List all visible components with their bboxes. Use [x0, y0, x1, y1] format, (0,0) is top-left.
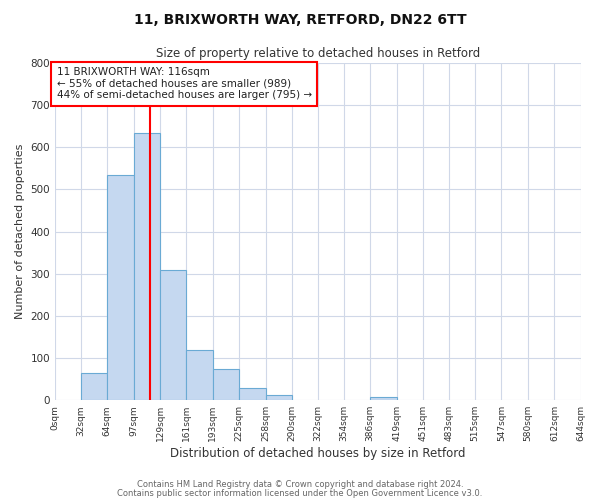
X-axis label: Distribution of detached houses by size in Retford: Distribution of detached houses by size …	[170, 447, 466, 460]
Y-axis label: Number of detached properties: Number of detached properties	[15, 144, 25, 320]
Bar	[134, 132, 160, 400]
Bar	[81, 373, 107, 400]
Bar	[212, 368, 239, 400]
Text: 11 BRIXWORTH WAY: 116sqm
← 55% of detached houses are smaller (989)
44% of semi-: 11 BRIXWORTH WAY: 116sqm ← 55% of detach…	[56, 68, 312, 100]
Bar	[239, 388, 266, 400]
Title: Size of property relative to detached houses in Retford: Size of property relative to detached ho…	[155, 48, 480, 60]
Text: Contains public sector information licensed under the Open Government Licence v3: Contains public sector information licen…	[118, 488, 482, 498]
Text: Contains HM Land Registry data © Crown copyright and database right 2024.: Contains HM Land Registry data © Crown c…	[137, 480, 463, 489]
Bar	[160, 270, 187, 400]
Text: 11, BRIXWORTH WAY, RETFORD, DN22 6TT: 11, BRIXWORTH WAY, RETFORD, DN22 6TT	[134, 12, 466, 26]
Bar	[107, 174, 134, 400]
Bar	[370, 397, 397, 400]
Bar	[266, 395, 292, 400]
Bar	[187, 350, 212, 400]
